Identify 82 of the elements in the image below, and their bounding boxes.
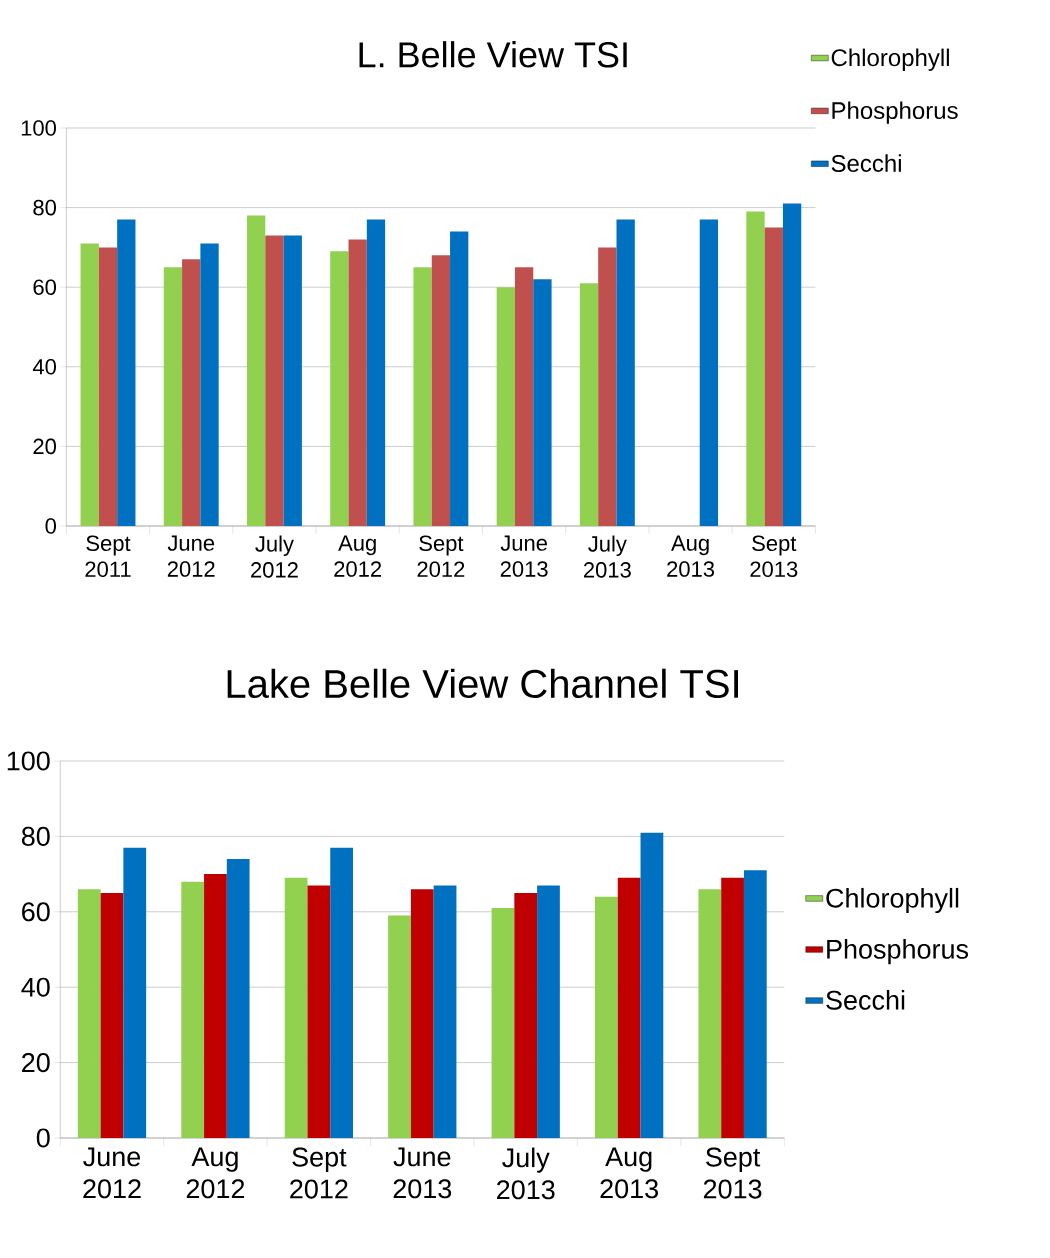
bar (764, 227, 783, 526)
bar (200, 243, 219, 526)
bar (433, 885, 457, 1138)
bar (413, 267, 432, 526)
y-tick-label: 60 (33, 279, 57, 295)
legend-label: Secchi (826, 990, 905, 1010)
bar (640, 832, 664, 1138)
bar (283, 235, 302, 526)
chart-title: L. Belle View TSI (359, 41, 627, 68)
bar (496, 287, 515, 526)
y-tick-label: 20 (22, 1053, 50, 1073)
bar (533, 279, 552, 526)
x-tick-label: June 2012 (167, 535, 215, 577)
bar (330, 251, 349, 526)
bar (307, 885, 331, 1138)
bar (388, 915, 411, 1138)
bar (265, 235, 284, 526)
bar (117, 219, 136, 526)
x-tick-label: July 2013 (497, 1147, 555, 1200)
bar (431, 255, 451, 526)
bar (598, 247, 617, 526)
x-tick-label: July 2013 (583, 535, 631, 578)
y-tick-label: 80 (33, 199, 57, 216)
x-tick-label: Aug 2012 (186, 1147, 245, 1199)
y-tick-label: 0 (45, 518, 57, 534)
y-tick-label: 0 (36, 1128, 50, 1148)
bar (491, 908, 515, 1138)
x-tick-label: Aug 2012 (334, 535, 382, 577)
bar (330, 847, 353, 1138)
bar (410, 889, 434, 1138)
bar (743, 870, 767, 1138)
bar (514, 267, 534, 526)
y-tick-label: 40 (21, 977, 50, 997)
bar (80, 243, 99, 526)
bar (616, 219, 635, 526)
bar (163, 267, 183, 526)
y-tick-label: 40 (32, 359, 57, 375)
bar (782, 203, 802, 526)
bar (77, 889, 101, 1138)
x-tick-label: Sept 2012 (417, 535, 465, 578)
bar (182, 259, 201, 526)
chart-title: Lake Belle View Channel TSI (227, 668, 738, 699)
bar (450, 231, 469, 526)
x-tick-label: July 2012 (251, 535, 298, 578)
bar (366, 219, 386, 526)
y-tick-label: 20 (33, 438, 57, 455)
x-tick-label: June 2012 (83, 1147, 141, 1199)
bar (226, 859, 250, 1138)
bar (246, 215, 266, 526)
bar (595, 896, 618, 1138)
bar (204, 874, 227, 1138)
bar (284, 877, 308, 1138)
y-tick-label: 100 (7, 751, 50, 771)
bar (698, 889, 722, 1138)
bar (181, 881, 205, 1138)
x-tick-label: Aug 2013 (667, 535, 715, 577)
x-tick-label: June 2013 (500, 535, 548, 577)
bar (617, 877, 641, 1138)
x-tick-label: Sept 2013 (750, 535, 798, 578)
bar (348, 239, 367, 526)
bar (123, 847, 147, 1138)
bar (746, 211, 765, 526)
bar (579, 283, 599, 526)
legend-label: Chlorophyll (826, 887, 959, 914)
bar (100, 892, 124, 1138)
y-tick-label: 100 (21, 120, 56, 136)
bar (98, 247, 118, 526)
y-tick-label: 80 (21, 826, 50, 846)
x-tick-label: Aug 2013 (600, 1147, 658, 1199)
y-tick-label: 60 (22, 902, 50, 922)
bar (699, 219, 719, 526)
legend-label: Secchi (831, 154, 901, 172)
x-tick-label: June 2013 (393, 1147, 452, 1199)
legend-label: Chlorophyll (831, 48, 949, 71)
bar (721, 877, 744, 1138)
bar (537, 885, 560, 1138)
x-tick-label: Sept 2012 (290, 1147, 348, 1199)
legend-label: Phosphorus (827, 938, 969, 965)
x-tick-label: Sept 2013 (703, 1147, 762, 1199)
x-tick-label: Sept 2011 (85, 535, 131, 578)
bar (514, 892, 538, 1138)
legend-label: Phosphorus (832, 101, 958, 124)
